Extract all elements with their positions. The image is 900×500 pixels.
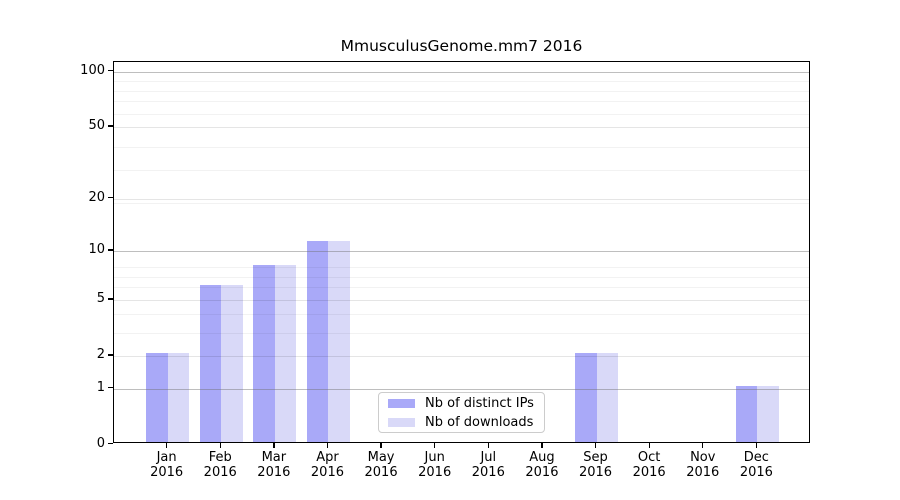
x-tick-mark — [326, 443, 329, 448]
x-tick-mark — [273, 443, 275, 448]
minor-gridline — [114, 267, 809, 268]
plot-area — [113, 61, 810, 443]
minor-gridline — [114, 81, 809, 82]
legend-row-downloads: Nb of downloads — [379, 414, 544, 430]
x-tick-mark — [702, 443, 704, 448]
legend-label-distinct-ips: Nb of distinct IPs — [425, 395, 534, 411]
bar-distinct-ips-feb — [199, 284, 222, 442]
legend-row-distinct-ips: Nb of distinct IPs — [379, 395, 544, 411]
y-tick-mark — [108, 197, 113, 199]
y-tick-label: 10 — [88, 241, 105, 257]
y-tick-mark — [108, 354, 113, 356]
bar-distinct-ips-sep — [575, 353, 597, 442]
minor-gridline — [114, 90, 809, 92]
y-tick-mark — [108, 249, 113, 251]
y-tick-mark — [108, 298, 113, 300]
minor-gridline — [114, 314, 809, 316]
x-tick-label: Dec 2016 — [739, 450, 773, 480]
y-tick-label: 1 — [96, 379, 105, 395]
x-tick-mark — [541, 443, 543, 448]
x-tick-label: Sep 2016 — [578, 450, 613, 480]
bar-downloads-jan — [167, 353, 190, 442]
y-tick-mark — [108, 387, 113, 389]
x-tick-label: Feb 2016 — [203, 450, 237, 480]
gridline — [114, 198, 809, 200]
x-tick-mark — [487, 443, 489, 448]
minor-gridline — [114, 287, 809, 289]
x-tick-mark — [166, 443, 168, 448]
legend-swatch-downloads — [388, 417, 415, 427]
legend-swatch-distinct-ips — [388, 398, 415, 408]
minor-gridline — [114, 113, 809, 115]
bar-downloads-mar — [274, 264, 297, 442]
minor-gridline — [114, 202, 809, 204]
legend-label-downloads: Nb of downloads — [425, 414, 534, 430]
y-tick-label: 5 — [96, 290, 105, 306]
bar-distinct-ips-mar — [253, 264, 275, 442]
x-tick-label: Jun 2016 — [418, 450, 452, 480]
gridlines-layer — [114, 62, 809, 442]
x-tick-label: Jan 2016 — [150, 450, 184, 480]
bar-downloads-feb — [221, 284, 243, 442]
minor-gridline — [114, 276, 809, 278]
x-tick-mark — [594, 443, 597, 448]
y-tick-label: 50 — [88, 117, 105, 133]
x-tick-mark — [648, 443, 650, 448]
bar-downloads-dec — [757, 386, 779, 442]
chart-title: MmusculusGenome.mm7 2016 — [340, 37, 583, 55]
bar-distinct-ips-apr — [306, 241, 329, 442]
bar-distinct-ips-dec — [735, 386, 758, 442]
gridline — [114, 71, 809, 73]
x-tick-label: May 2016 — [364, 450, 398, 480]
y-tick-label: 0 — [96, 435, 105, 451]
y-tick-label: 100 — [80, 62, 105, 78]
x-tick-label: Aug 2016 — [525, 450, 559, 480]
gridline — [114, 250, 809, 252]
bars-layer — [114, 62, 809, 442]
y-tick-mark — [108, 125, 113, 127]
bar-downloads-sep — [596, 353, 619, 442]
minor-gridline — [114, 101, 809, 103]
x-tick-label: Jul 2016 — [471, 450, 505, 480]
gridline — [114, 355, 809, 357]
bar-distinct-ips-jan — [146, 353, 168, 442]
legend: Nb of distinct IPs Nb of downloads — [378, 392, 545, 433]
bar-downloads-apr — [328, 241, 350, 442]
gridline — [114, 388, 809, 390]
x-tick-label: Mar 2016 — [257, 450, 291, 480]
x-tick-mark — [434, 443, 436, 448]
minor-gridline — [114, 169, 809, 171]
y-tick-mark — [108, 443, 113, 445]
minor-gridline — [114, 146, 809, 148]
x-tick-label: Nov 2016 — [686, 450, 720, 480]
x-tick-mark — [219, 443, 221, 448]
y-tick-mark — [108, 70, 113, 72]
y-tick-label: 20 — [88, 189, 105, 205]
gridline — [114, 126, 809, 128]
gridline — [114, 299, 809, 301]
x-tick-mark — [380, 443, 382, 448]
x-tick-mark — [755, 443, 758, 448]
minor-gridline — [114, 332, 809, 334]
y-tick-label: 2 — [96, 346, 105, 362]
x-tick-label: Oct 2016 — [632, 450, 666, 480]
x-tick-label: Apr 2016 — [310, 450, 344, 480]
